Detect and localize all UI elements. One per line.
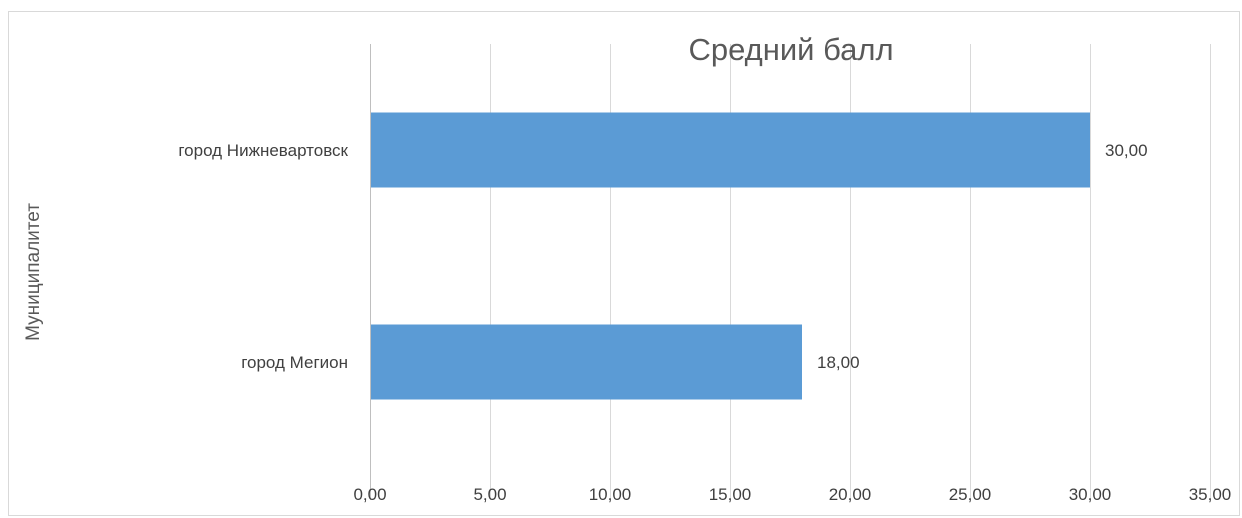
x-tick-label: 35,00 xyxy=(1189,485,1232,504)
x-tick-label: 15,00 xyxy=(709,485,752,504)
bar xyxy=(371,112,1090,188)
bars xyxy=(371,112,1090,400)
data-label: 30,00 xyxy=(1105,141,1148,160)
chart-frame xyxy=(8,11,1240,516)
x-tick-label: 10,00 xyxy=(589,485,632,504)
chart-title: Средний балл xyxy=(688,32,893,67)
category-label: город Нижневартовск xyxy=(178,141,348,160)
labels: 0,00 5,00 10,00 15,00 20,00 25,00 30,00 35,00 го… xyxy=(178,141,1231,504)
x-tick-label: 30,00 xyxy=(1069,485,1112,504)
data-label: 18,00 xyxy=(817,353,860,372)
bar xyxy=(371,324,802,400)
x-tick-label: 20,00 xyxy=(829,485,872,504)
x-tick-label: 25,00 xyxy=(949,485,992,504)
gridlines xyxy=(370,44,1211,500)
y-axis-title: Муниципалитет xyxy=(23,203,44,341)
x-tick-label: 5,00 xyxy=(473,485,506,504)
category-label: город Мегион xyxy=(241,353,348,372)
x-tick-label: 0,00 xyxy=(353,485,386,504)
